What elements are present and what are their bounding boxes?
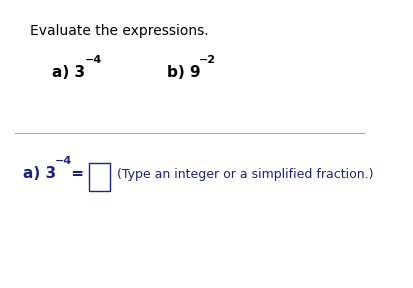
Text: (Type an integer or a simplified fraction.): (Type an integer or a simplified fractio… xyxy=(117,168,374,181)
Text: −4: −4 xyxy=(85,56,102,65)
Text: a) 3: a) 3 xyxy=(23,166,56,181)
Text: =: = xyxy=(66,166,90,181)
Text: a) 3: a) 3 xyxy=(52,65,85,80)
Text: −2: −2 xyxy=(199,56,216,65)
Text: Evaluate the expressions.: Evaluate the expressions. xyxy=(30,24,209,38)
Text: b) 9: b) 9 xyxy=(167,65,201,80)
Text: −4: −4 xyxy=(55,156,72,166)
FancyBboxPatch shape xyxy=(89,163,110,191)
